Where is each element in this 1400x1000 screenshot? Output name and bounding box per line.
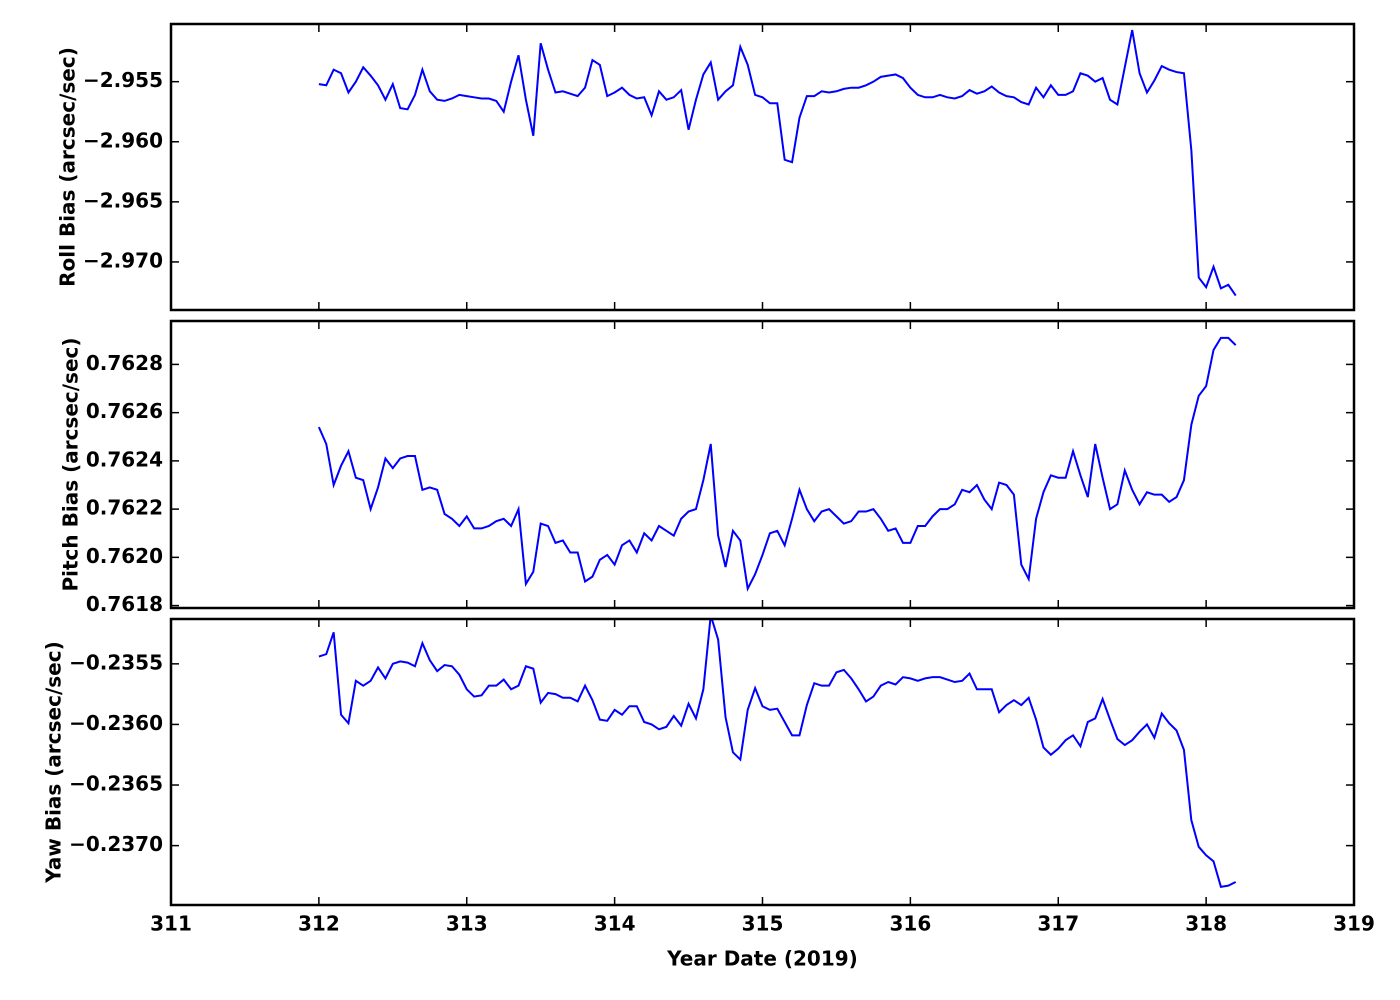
x-axis-label: Year Date (2019) (666, 947, 858, 971)
y-tick-label: 0.7628 (86, 351, 163, 375)
y-tick-label: −0.2360 (69, 711, 163, 735)
y-axis-label: Roll Bias (arcsec/sec) (55, 47, 79, 287)
y-tick-label: −2.970 (83, 248, 163, 272)
x-tick-label: 313 (446, 912, 488, 936)
y-tick-label: 0.7620 (86, 544, 163, 568)
y-tick-label: −2.960 (83, 128, 163, 152)
y-tick-label: −0.2355 (69, 650, 163, 674)
y-tick-label: 0.7624 (86, 447, 163, 471)
y-tick-label: 0.7622 (86, 496, 163, 520)
plot-frame (169, 319, 1356, 610)
y-axis-label: Pitch Bias (arcsec/sec) (58, 337, 82, 591)
x-tick-label: 314 (594, 912, 636, 936)
x-tick-label: 318 (1185, 912, 1227, 936)
plot-frame (169, 22, 1356, 312)
x-tick-label: 316 (890, 912, 932, 936)
plot-frame (169, 617, 1356, 907)
panel: −0.2355 −0.2360 −0.2365 −0.2370 311 312 313 314… (42, 617, 1375, 971)
data-line (318, 619, 1237, 888)
x-tick-label: 319 (1333, 912, 1375, 936)
x-tick-label: 317 (1037, 912, 1079, 936)
x-tick-label: 311 (150, 912, 192, 936)
y-tick-label: −2.965 (83, 188, 163, 212)
data-line (317, 336, 1237, 592)
data-line (318, 29, 1237, 297)
y-tick-label: −0.2370 (69, 832, 163, 856)
panel: 0.7618 0.7620 0.7622 0.7624 0.7626 0.7628Pitc… (58, 319, 1356, 616)
y-tick-label: 0.7618 (86, 592, 163, 616)
y-tick-label: −2.955 (83, 68, 163, 92)
y-tick-label: 0.7626 (86, 399, 163, 423)
x-tick-label: 312 (298, 912, 340, 936)
y-tick-label: −0.2365 (69, 772, 163, 796)
x-tick-label: 315 (742, 912, 784, 936)
y-axis-label: Yaw Bias (arcsec/sec) (42, 641, 66, 884)
